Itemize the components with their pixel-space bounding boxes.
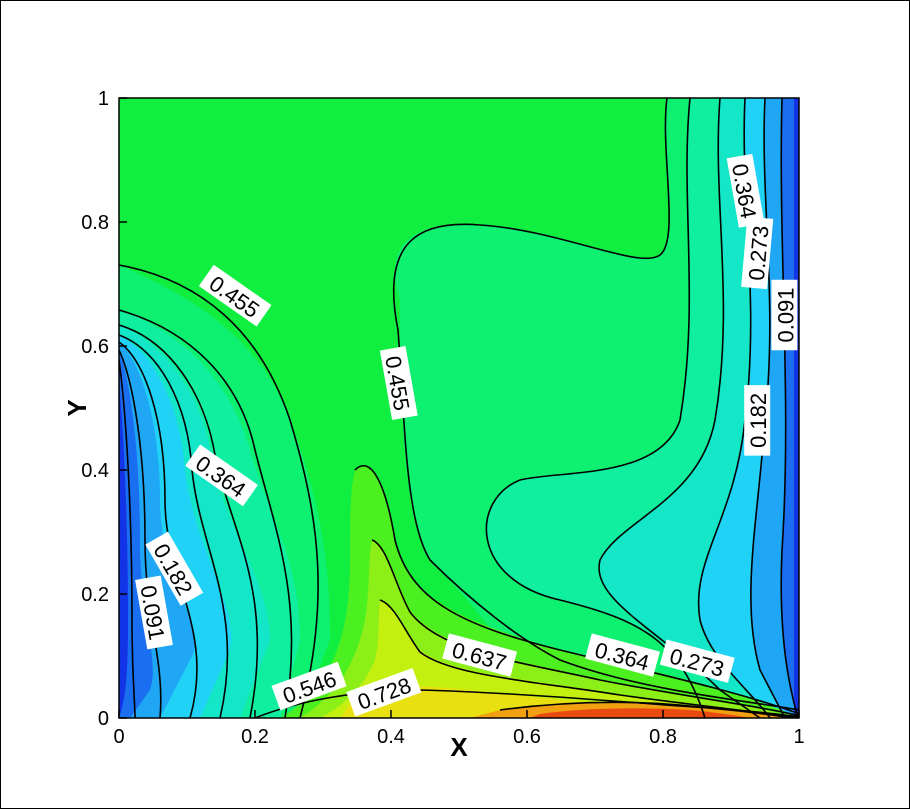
contour-label: 0.091	[771, 279, 798, 351]
contour-line	[119, 334, 229, 718]
x-tick-label: 1	[793, 726, 804, 748]
contour-label-bg	[271, 661, 347, 711]
y-tick-label: 0.2	[81, 584, 109, 606]
contour-label-bg	[145, 531, 204, 606]
contour-label-bg	[442, 633, 518, 677]
contour-line	[780, 98, 799, 718]
contour-label-bg	[585, 633, 660, 677]
plot-area	[119, 98, 799, 718]
contour-line	[499, 701, 791, 718]
contour-line	[393, 98, 799, 711]
contour-line	[119, 309, 293, 718]
contour-label-bg	[346, 667, 422, 717]
x-axis: 0 0.2 0.4 0.6 0.8 1	[113, 710, 805, 748]
x-tick-label: 0	[113, 726, 124, 748]
contour-line	[371, 539, 799, 717]
band-left-7	[119, 380, 128, 718]
contour-label: 0.182	[744, 385, 771, 456]
y-axis-title: Y	[62, 399, 92, 416]
y-tick-label: 0.6	[81, 336, 109, 358]
contour-label-bg	[379, 346, 418, 420]
x-tick-label: 0.6	[513, 726, 541, 748]
contour-line	[598, 98, 761, 718]
contour-label: 0.455	[379, 346, 418, 420]
y-tick-label: 0.4	[81, 460, 109, 482]
contour-label-bg	[135, 575, 173, 650]
contour-label-text: 0.182	[746, 393, 771, 448]
contour-line	[119, 359, 136, 718]
contour-line	[119, 341, 198, 718]
x-axis-title: X	[450, 732, 468, 762]
contour-label-bg	[771, 279, 798, 351]
contour-label: 0.273	[741, 216, 774, 290]
contour-label-bg	[741, 216, 774, 290]
x-tick-label: 0.8	[649, 726, 677, 748]
y-tick-label: 0	[98, 708, 109, 730]
contour-label-bg	[198, 264, 272, 327]
y-tick-label: 0.8	[81, 212, 109, 234]
y-tick-label: 1	[98, 88, 109, 110]
contour-line	[119, 264, 319, 718]
x-tick-label: 0.2	[241, 726, 269, 748]
contour-label-bg	[726, 153, 765, 228]
contour-line	[485, 98, 706, 718]
contour-label-bg	[744, 385, 771, 456]
contour-label-text: 0.273	[744, 225, 774, 282]
band-right-6	[794, 98, 799, 718]
x-tick-label: 0.4	[377, 726, 405, 748]
y-axis: 0 0.2 0.4 0.6 0.8 1	[81, 88, 127, 730]
contour-line	[119, 349, 162, 718]
contour-lines	[119, 98, 799, 718]
contour-label-bg	[185, 444, 258, 507]
band-plume-6	[530, 708, 750, 718]
plot-border	[118, 97, 800, 719]
contour-label-text: 0.091	[773, 287, 798, 342]
contour-label-bg	[659, 639, 735, 683]
contour-line	[354, 464, 799, 715]
